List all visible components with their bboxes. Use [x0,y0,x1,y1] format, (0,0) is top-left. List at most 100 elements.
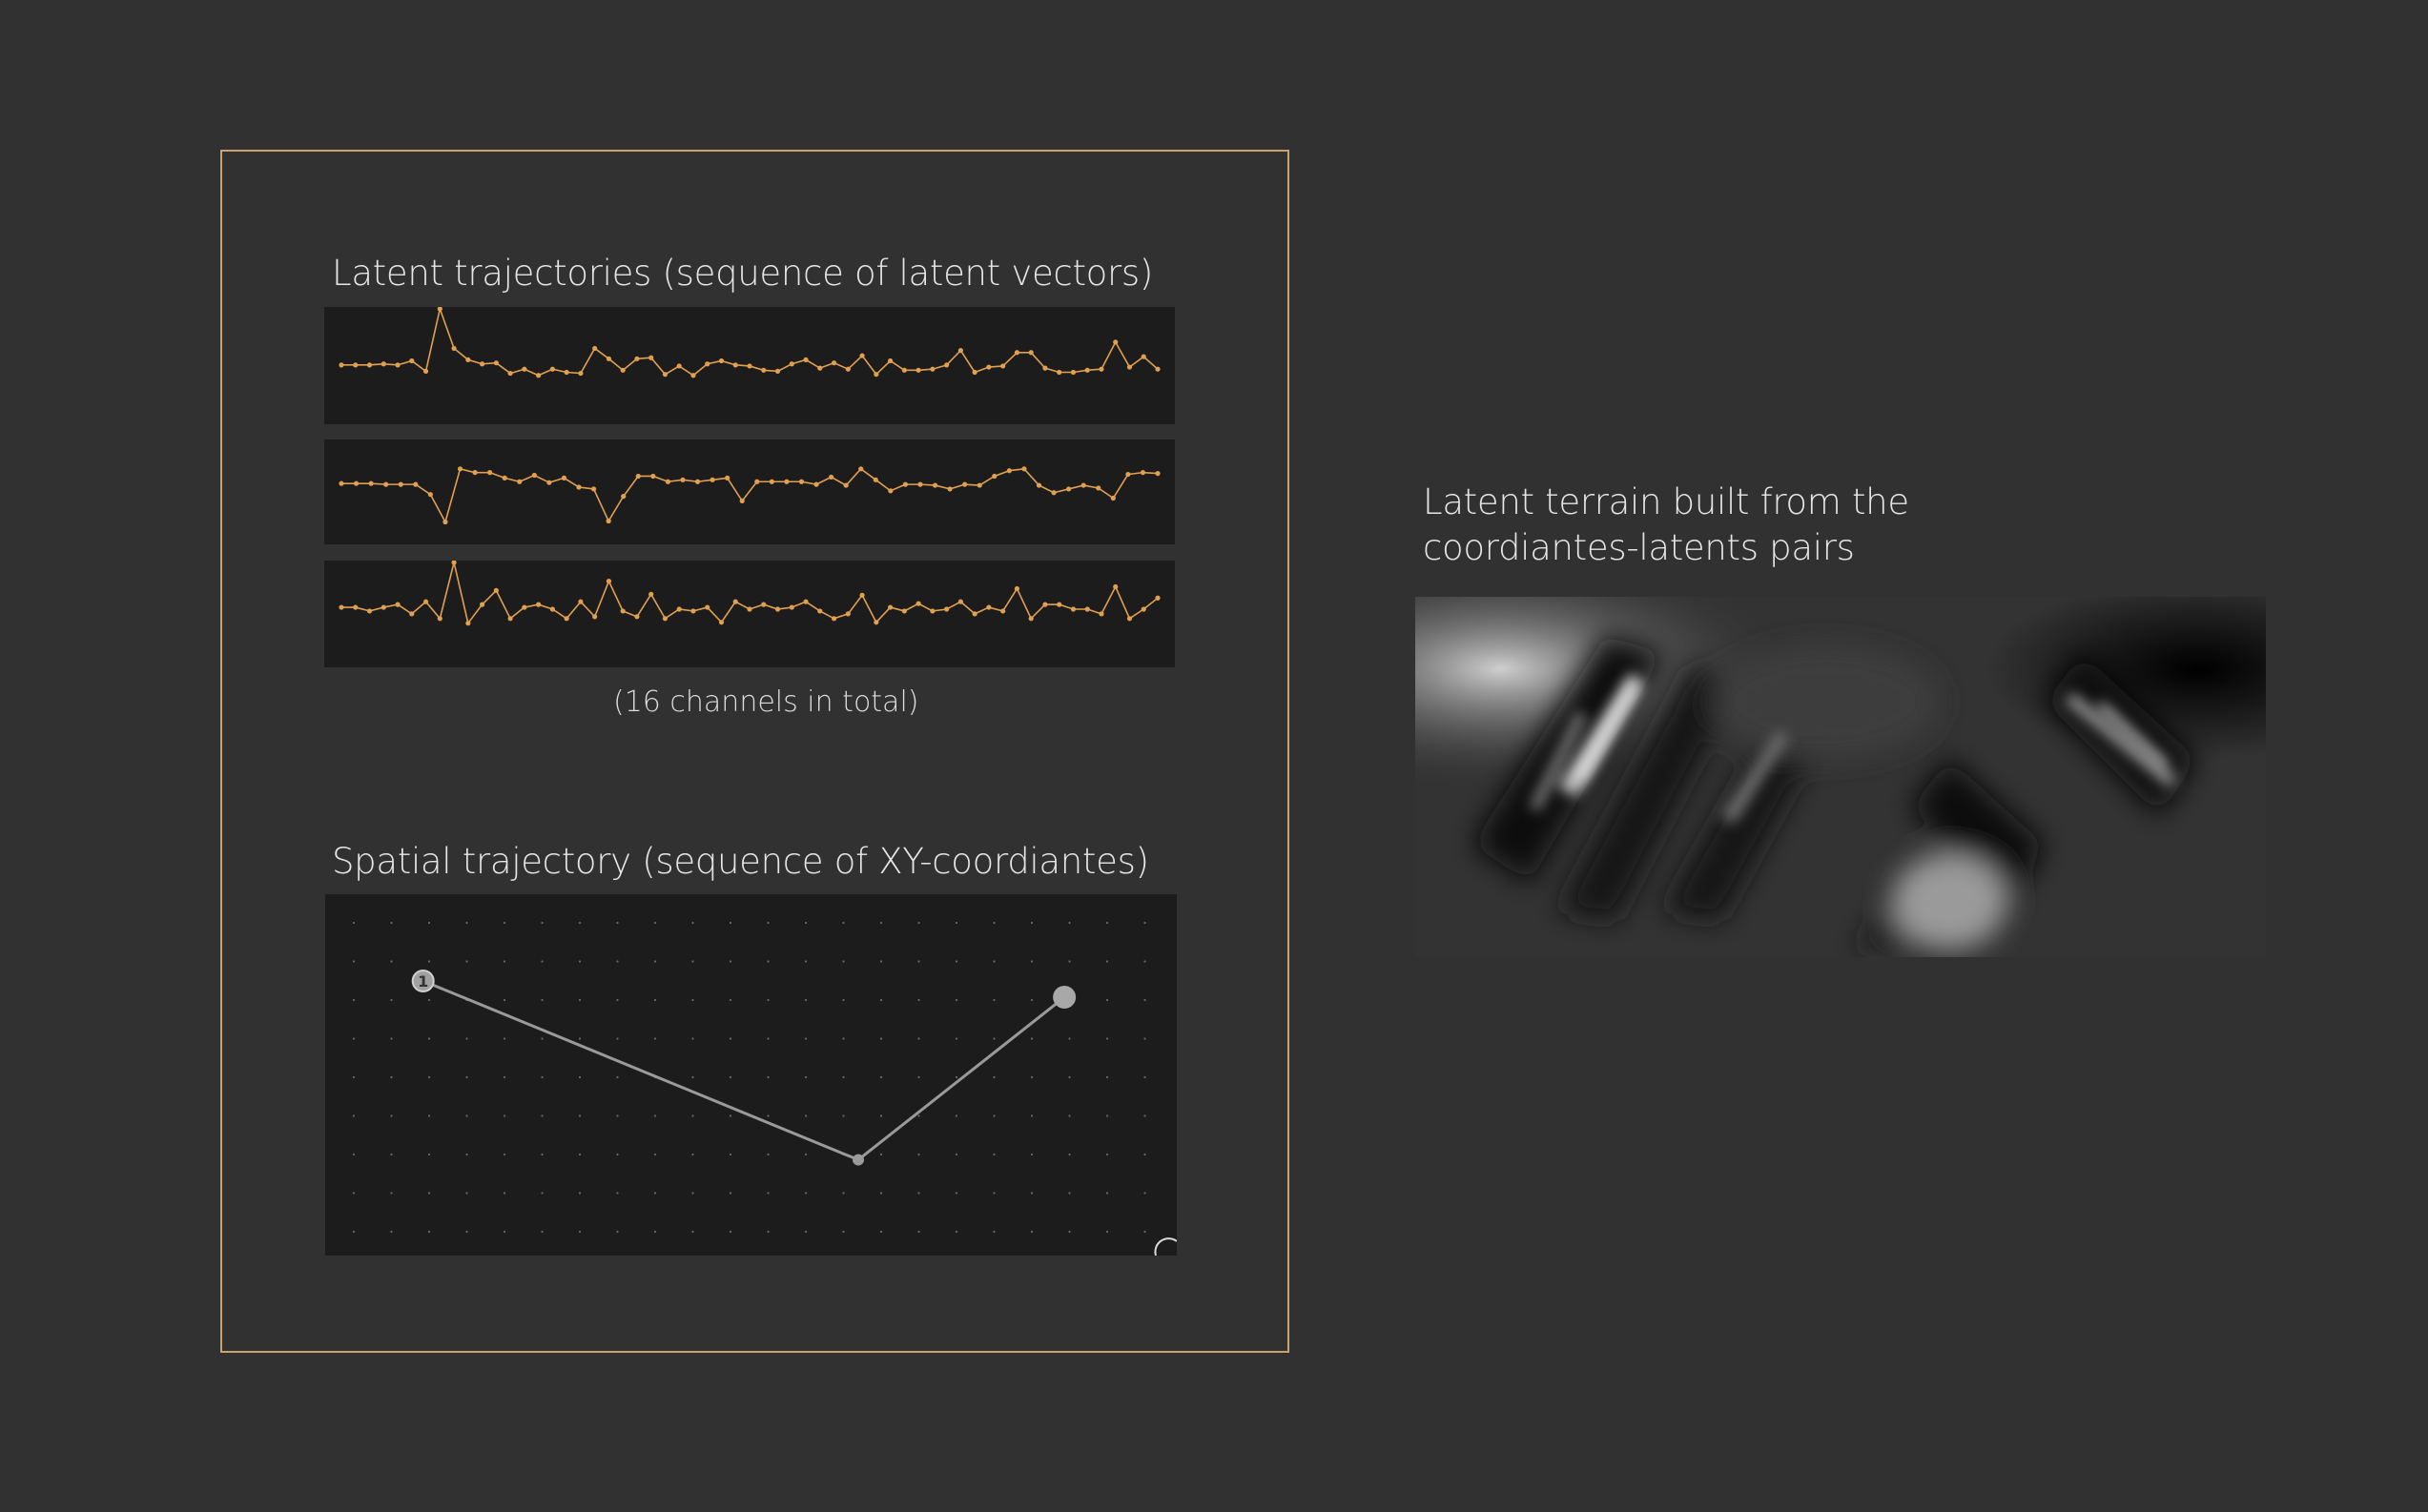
grid-dot [842,921,845,925]
latent-series-point [774,606,781,612]
latent-series-point [1126,616,1133,622]
grid-dot [616,1230,619,1234]
grid-dot [653,921,657,925]
grid-dot [1105,1075,1109,1079]
latent-series-point [422,599,429,604]
latent-channel-1-panel[interactable] [324,307,1175,424]
latent-series-point [705,604,710,610]
latent-series-point [634,614,640,620]
grid-dot [993,1037,996,1040]
grid-dot [804,1153,808,1156]
latent-channel-1-chart [339,307,1161,378]
grid-dot [653,998,657,1002]
grid-dot [879,1230,883,1234]
latent-series-point [383,481,389,487]
grid-dot [1030,1114,1034,1117]
grid-dot [1105,1153,1109,1156]
latent-series-point [398,481,403,487]
grid-dot [427,998,431,1002]
latent-series-point [578,370,584,377]
latent-trajectories-title: Latent trajectories (sequence of latent … [332,253,1154,294]
latent-series-point [972,369,977,376]
latent-series-point [769,479,774,484]
spatial-trajectory-canvas[interactable]: 1 [325,894,1177,1256]
latent-series-point [437,307,442,312]
grid-dot [1068,1153,1071,1156]
latent-channel-2-panel[interactable] [324,439,1175,544]
grid-dot [465,1153,468,1156]
latent-series-point [437,616,442,622]
grid-dot [993,1153,996,1156]
grid-dot [352,1037,356,1040]
grid-dot [1068,1114,1071,1117]
latent-series-point [422,368,429,374]
grid-dot [465,1114,468,1117]
latent-series-point [353,480,360,486]
latent-series-point [592,345,598,352]
latent-series-point [502,475,507,480]
grid-dot [691,921,694,925]
grid-dot [427,1153,431,1156]
latent-series-point [1140,470,1146,476]
latent-series-point [845,366,851,372]
grid-dot [691,1037,694,1040]
latent-series-point [1084,367,1090,373]
grid-dot [578,1230,582,1234]
grid-dot [653,1192,657,1195]
grid-dot [390,1230,393,1234]
latent-series-point [803,599,809,604]
grid-dot [541,1153,544,1156]
grid-dot [616,1153,619,1156]
latent-series-point [662,616,669,622]
grid-dot [541,921,544,925]
latent-series-point [366,362,373,368]
grid-dot [993,960,996,963]
grid-dot [1030,1075,1034,1079]
grid-dot [1105,1114,1109,1117]
latent-series-point [831,616,837,622]
grid-dot [842,1230,845,1234]
grid-dot [729,960,732,963]
grid-dot [653,1230,657,1234]
grid-dot [1030,1037,1034,1040]
grid-dot [842,998,845,1002]
latent-series-point [972,611,977,617]
latent-channel-3-panel[interactable] [324,561,1175,667]
grid-dot [767,1037,770,1040]
grid-dot [729,1037,732,1040]
grid-dot [427,1230,431,1234]
latent-series-point [1014,585,1020,592]
latent-series-point [366,608,373,614]
grid-dot [879,1114,883,1117]
latent-series-point [901,367,907,373]
latent-series-point [1014,350,1020,356]
grid-dot [1068,1192,1071,1195]
latent-series-point [536,373,542,378]
grid-dot [842,1114,845,1117]
latent-series-point [665,479,670,484]
grid-dot [1030,1192,1034,1195]
latent-series-point [676,363,682,369]
grid-dot [390,998,393,1002]
grid-dot [1143,1153,1146,1156]
latent-series-point [986,364,992,370]
latent-series-point [522,604,527,610]
latent-series-point [546,480,552,485]
grid-dot [804,960,808,963]
grid-dot [465,1037,468,1040]
grid-dot [578,921,582,925]
grid-dot [767,921,770,925]
grid-dot [804,1230,808,1234]
grid-dot [465,921,468,925]
latent-series-point [887,358,894,364]
latent-series-point [1042,365,1048,371]
grid-dot [879,1153,883,1156]
latent-series-point [1155,595,1161,601]
latent-series-point [635,473,641,480]
grid-dot [390,1153,393,1156]
grid-dot [390,1075,393,1079]
latent-series-point [1028,616,1034,622]
grid-dot [541,1075,544,1079]
grid-dot [879,960,883,963]
latent-series-point [1028,350,1034,356]
